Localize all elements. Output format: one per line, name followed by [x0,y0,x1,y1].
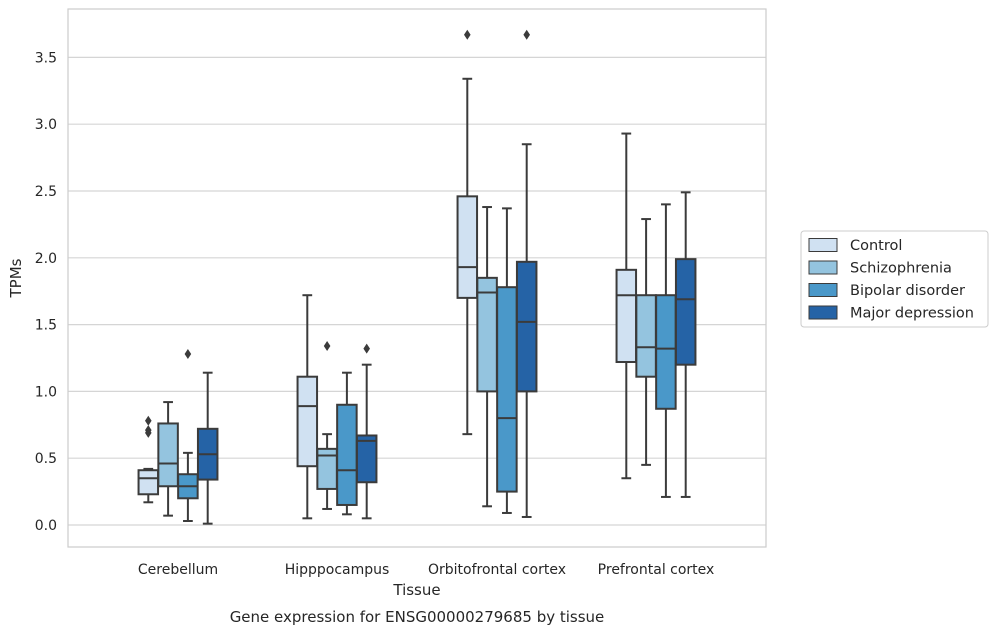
legend-swatch [808,260,838,275]
box-series [137,29,697,525]
y-tick-labels: 0.0 0.5 1.0 1.5 2.0 2.5 3.0 3.5 [35,50,57,534]
y-tick-label: 0.5 [35,451,57,467]
outlier-marker [523,29,530,40]
y-tick-label: 3.5 [35,50,57,66]
outlier-marker [184,348,192,359]
gridlines [68,56,766,526]
x-tick-label: Hipppocampus [285,562,390,578]
box [496,286,518,493]
x-tick-label: Cerebellum [138,562,218,578]
legend-frame [800,230,989,328]
box [635,294,657,378]
box [355,434,378,484]
box [515,260,538,393]
legend-label: Bipolar disorder [850,283,965,299]
legend-swatch [808,238,838,252]
plot-frame [67,8,767,548]
box [157,422,179,488]
outlier-marker [323,340,331,351]
legend-label: Control [850,238,902,254]
legend-swatch [808,305,838,320]
x-tick-label: Orbitofrontal cortex [428,562,566,578]
box [336,403,358,506]
legend-label: Schizophrenia [850,261,952,277]
series-major-depression [196,29,697,525]
y-tick-label: 2.5 [35,184,57,200]
box [655,294,677,410]
box [674,258,697,366]
outlier-marker [363,343,370,354]
y-tick-label: 2.0 [35,251,57,267]
x-tick-labels: Cerebellum Hipppocampus Orbitofrontal cort… [138,562,714,578]
y-tick-label: 0.0 [35,518,57,534]
box [476,276,498,393]
outlier-marker [464,29,471,40]
y-tick-label: 3.0 [35,117,57,133]
x-tick-label: Prefrontal cortex [598,562,715,578]
legend: Control Schizophrenia Bipolar disorder Majo… [800,230,989,328]
y-tick-label: 1.0 [35,384,57,400]
box [456,195,479,299]
legend-swatch [808,283,838,297]
outlier-marker [145,427,152,438]
y-axis-label: TPMs [7,258,25,298]
x-axis-label: Tissue [392,581,440,599]
legend-label: Major depression [850,306,974,322]
box [615,268,638,364]
box [137,469,160,496]
box [296,375,319,468]
y-tick-label: 1.5 [35,318,57,334]
series-control [137,29,638,520]
outlier-marker [145,415,152,426]
series-bipolar-disorder [177,203,677,522]
chart-caption: Gene expression for ENSG00000279685 by t… [230,608,605,626]
